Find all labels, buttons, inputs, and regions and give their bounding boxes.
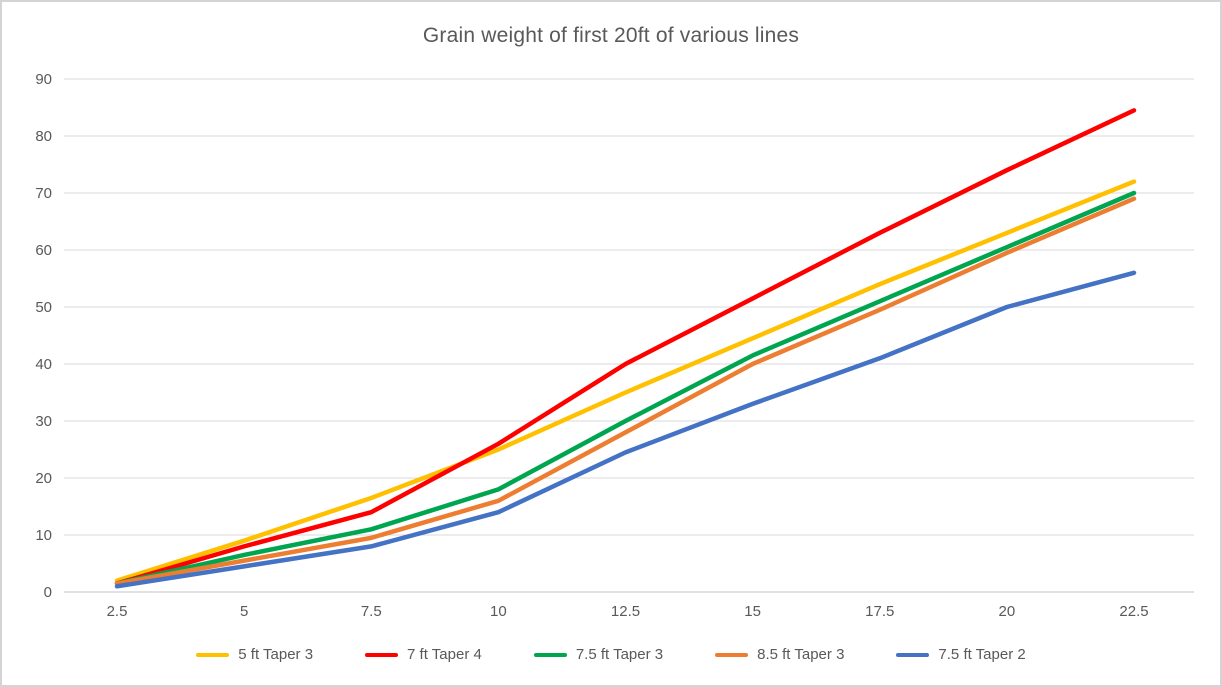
legend-label: 8.5 ft Taper 3 <box>757 646 845 663</box>
x-axis-tick-label: 12.5 <box>611 603 640 620</box>
y-axis-tick-label: 40 <box>35 356 52 373</box>
legend-label: 7.5 ft Taper 2 <box>938 646 1026 663</box>
y-axis-tick-label: 30 <box>35 413 52 430</box>
x-axis-tick-label: 5 <box>240 603 248 620</box>
y-axis-tick-label: 90 <box>35 71 52 88</box>
legend-label: 5 ft Taper 3 <box>238 646 314 663</box>
x-axis-tick-label: 15 <box>744 603 761 620</box>
legend-item-7.5-ft-taper-2[interactable]: 7.5 ft Taper 2 <box>896 646 1026 663</box>
chart-title[interactable]: Grain weight of first 20ft of various li… <box>422 24 800 47</box>
legend-swatch-icon <box>896 652 930 657</box>
series-line-7-ft-taper-4[interactable] <box>114 108 1137 586</box>
x-axis-tick-label: 7.5 <box>361 603 382 620</box>
y-axis-tick-label: 60 <box>35 242 52 259</box>
legend-item-7-ft-taper-4[interactable]: 7 ft Taper 4 <box>365 646 482 663</box>
x-axis-tick-label: 10 <box>490 603 507 620</box>
legend-label: 7 ft Taper 4 <box>407 646 482 663</box>
legend-swatch-icon <box>533 652 567 657</box>
y-axis-tick-label: 80 <box>35 128 52 145</box>
y-axis-tick-label: 20 <box>35 470 52 487</box>
legend-item-5-ft-taper-3[interactable]: 5 ft Taper 3 <box>196 646 313 663</box>
legend-item-8.5-ft-taper-3[interactable]: 8.5 ft Taper 3 <box>715 646 844 663</box>
plot-area: 0 10 20 30 40 50 60 70 80 90 2.5 5 7.5 10 12.5 15 17.5 20… <box>35 71 1194 620</box>
series-line-7.5-ft-taper-2[interactable] <box>114 270 1137 589</box>
series-line-7.5-ft-taper-3[interactable] <box>114 190 1137 586</box>
legend-swatch-icon <box>715 652 749 657</box>
legend-label: 7.5 ft Taper 3 <box>575 646 664 663</box>
legend: 5 ft Taper 3 7 ft Taper 4 7.5 ft Taper 3 8.… <box>2 646 1220 663</box>
legend-swatch-icon <box>365 652 399 657</box>
legend-item-7.5-ft-taper-3[interactable]: 7.5 ft Taper 3 <box>533 646 664 663</box>
x-axis-tick-label: 20 <box>999 603 1016 620</box>
series-line-5-ft-taper-3[interactable] <box>114 179 1137 583</box>
y-axis-tick-label: 50 <box>35 299 52 316</box>
y-axis-tick-label: 0 <box>44 584 52 601</box>
series-line-8.5-ft-taper-3[interactable] <box>114 196 1137 586</box>
y-axis-tick-label: 70 <box>35 185 52 202</box>
legend-swatch-icon <box>196 652 230 657</box>
y-axis-tick-label: 10 <box>35 527 52 544</box>
x-axis-tick-label: 22.5 <box>1119 603 1148 620</box>
x-axis-tick-label: 17.5 <box>865 603 894 620</box>
x-axis-tick-label: 2.5 <box>107 603 128 620</box>
